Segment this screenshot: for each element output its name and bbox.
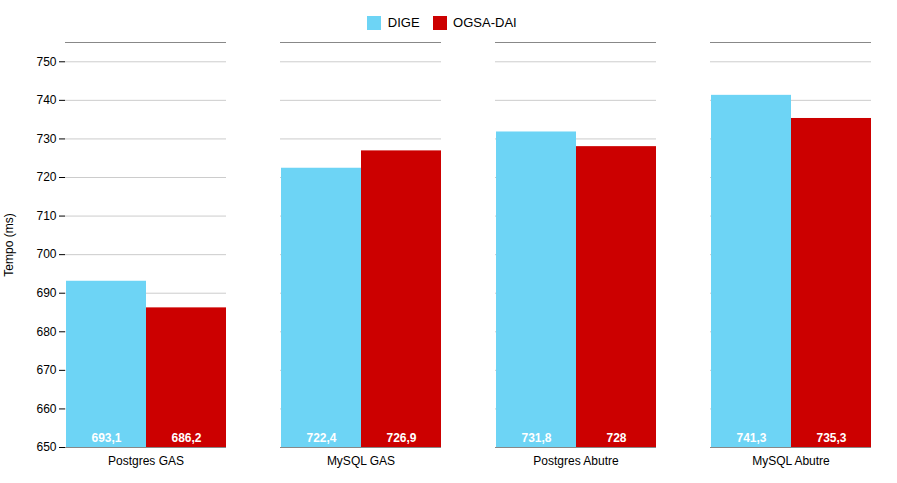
svg-text:650: 650 (36, 440, 56, 454)
svg-text:750: 750 (36, 55, 56, 69)
svg-text:680: 680 (36, 325, 56, 339)
svg-text:686,2: 686,2 (171, 431, 201, 445)
svg-text:660: 660 (36, 402, 56, 416)
html-text:DIGE: DIGE (387, 15, 420, 30)
svg-text:731,8: 731,8 (521, 431, 551, 445)
svg-text:741,3: 741,3 (736, 431, 766, 445)
svg-text:730: 730 (36, 132, 56, 146)
svg-text:735,3: 735,3 (816, 431, 846, 445)
svg-text:710: 710 (36, 209, 56, 223)
svg-text:728: 728 (606, 431, 626, 445)
html-text:OGSA-DAI: OGSA-DAI (453, 15, 517, 30)
svg-text:722,4: 722,4 (306, 431, 336, 445)
svg-text:690: 690 (36, 286, 56, 300)
svg-text:720: 720 (36, 170, 56, 184)
svg-text:693,1: 693,1 (91, 431, 121, 445)
svg-text:Postgres GAS: Postgres GAS (108, 454, 184, 468)
svg-text:Postgres Abutre: Postgres Abutre (533, 454, 619, 468)
svg-text:MySQL GAS: MySQL GAS (327, 454, 395, 468)
svg-text:Tempo (ms): Tempo (ms) (2, 213, 16, 276)
svg-text:726,9: 726,9 (386, 431, 416, 445)
svg-text:670: 670 (36, 363, 56, 377)
svg-text:740: 740 (36, 93, 56, 107)
svg-text:MySQL Abutre: MySQL Abutre (752, 454, 830, 468)
svg-text:700: 700 (36, 247, 56, 261)
